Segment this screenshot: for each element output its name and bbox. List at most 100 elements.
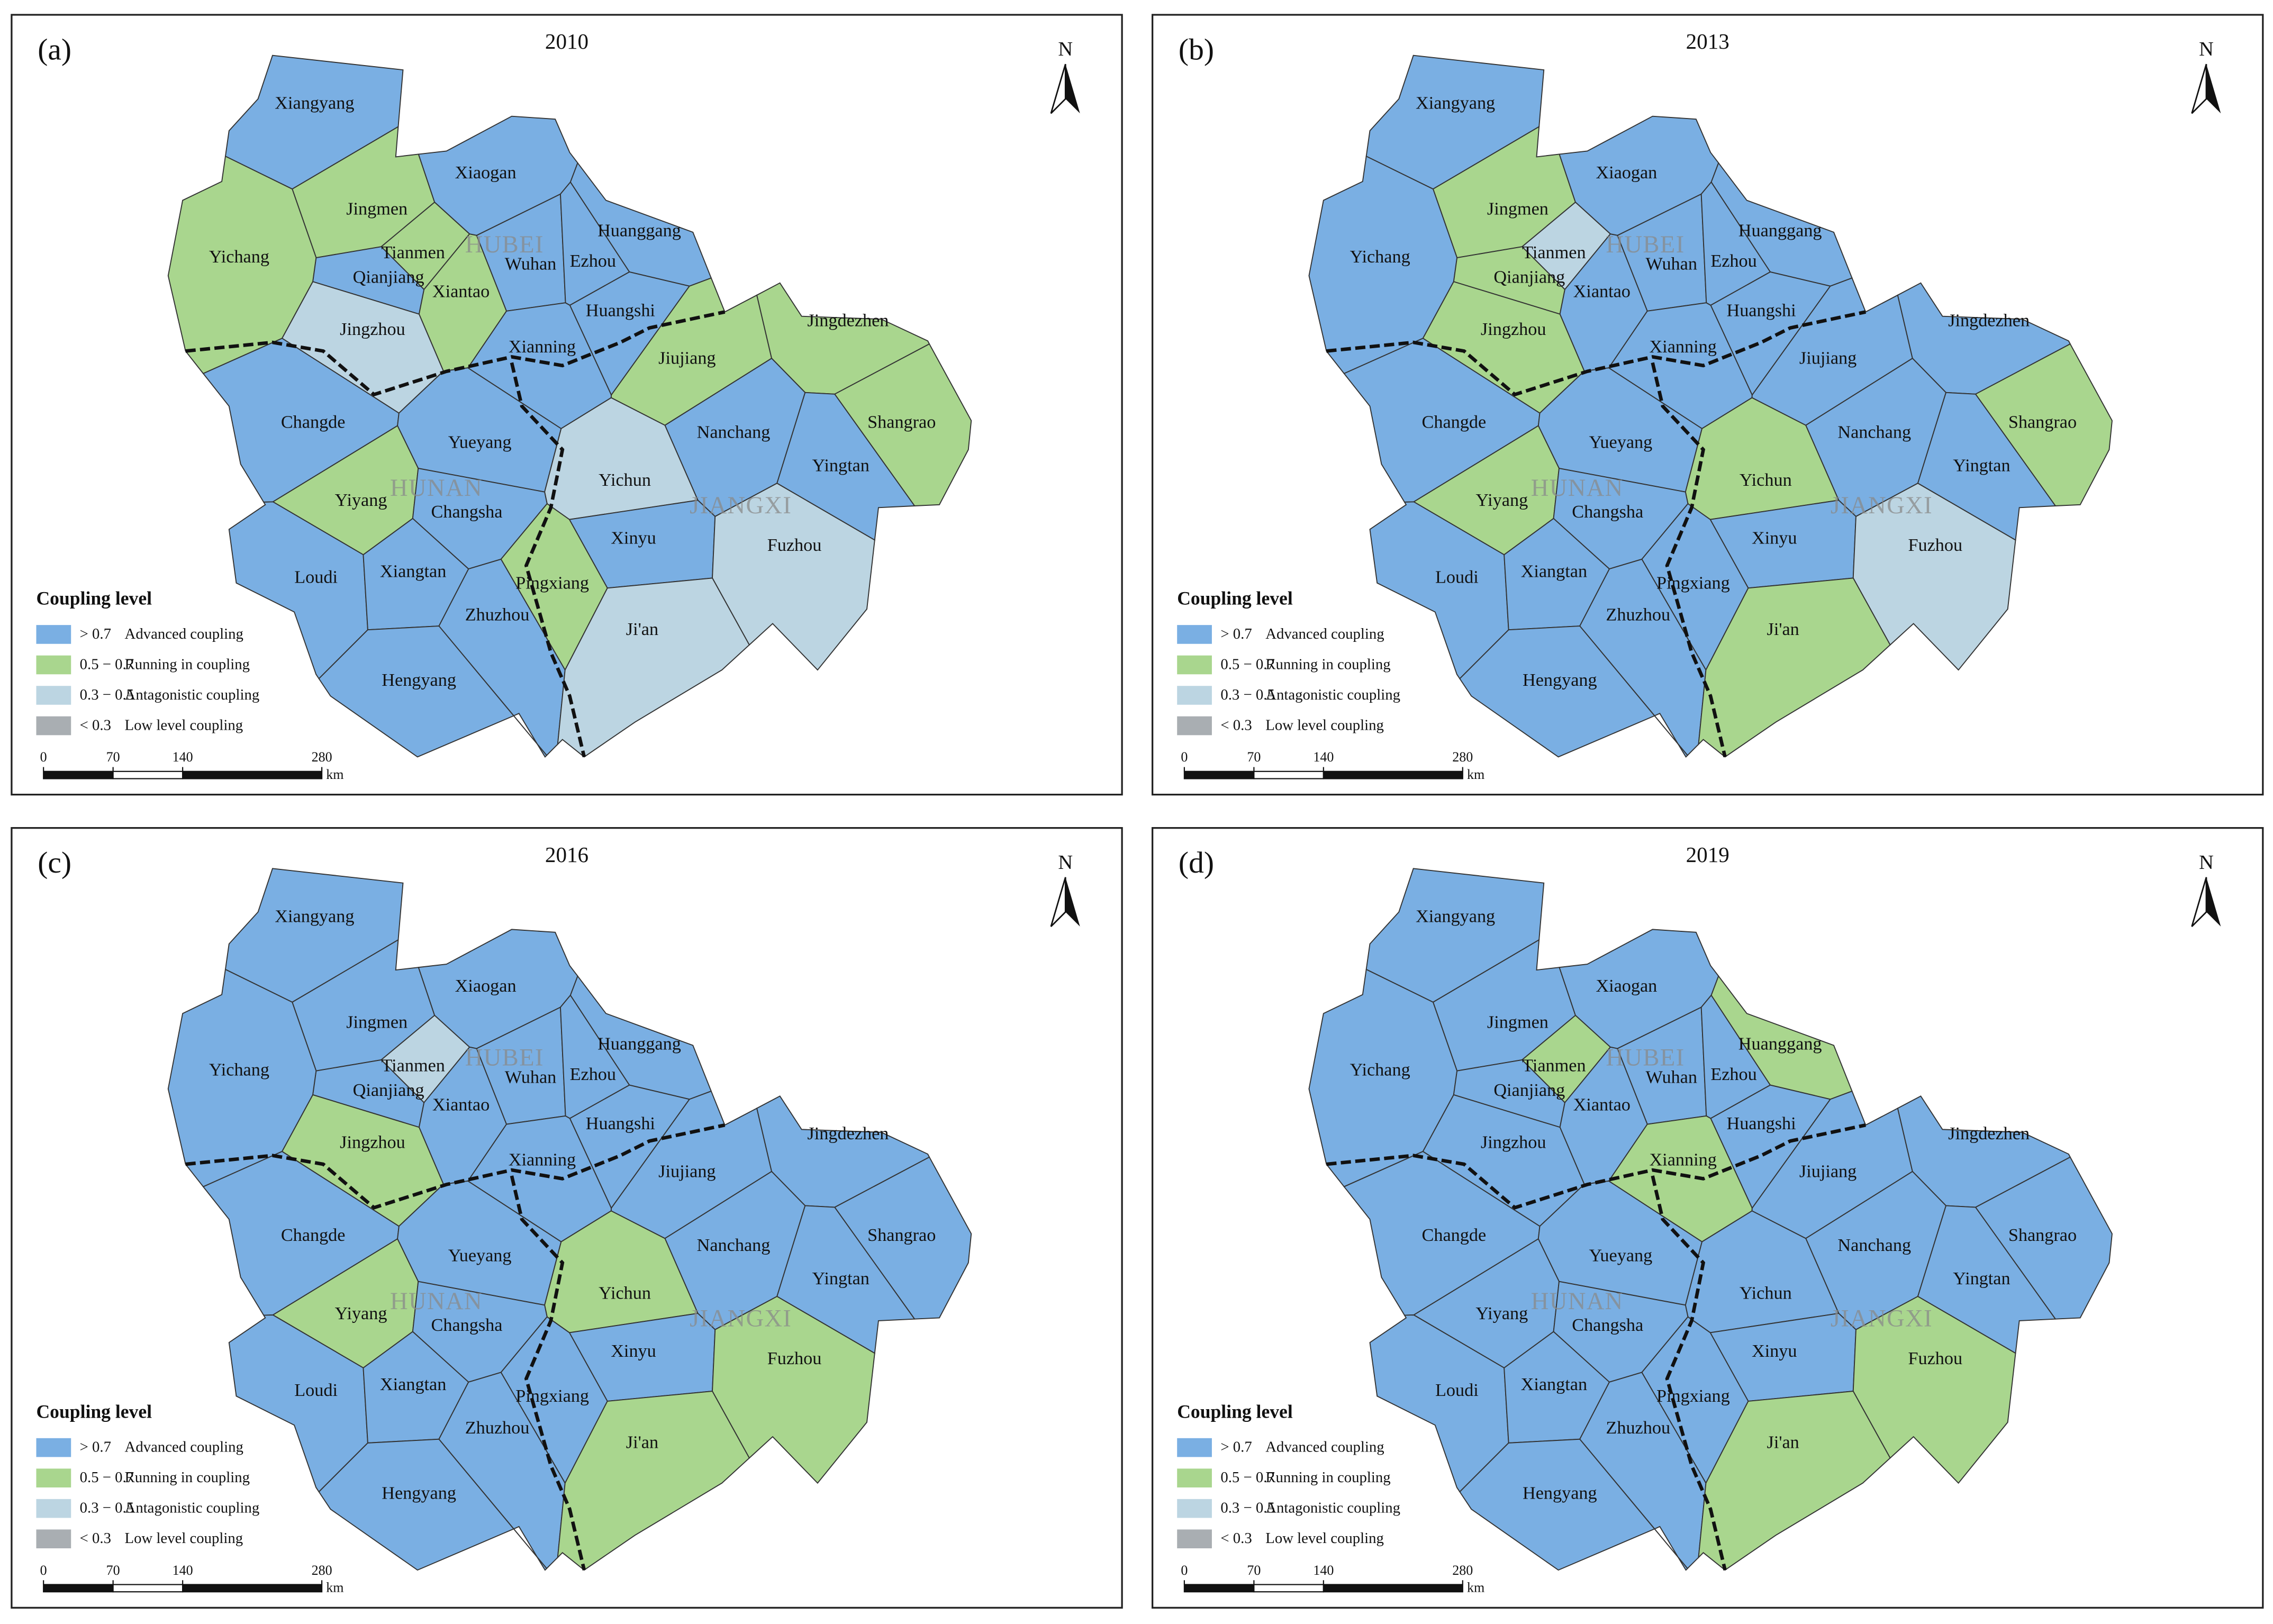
panel-title: 2016 bbox=[545, 842, 588, 867]
city-label: Hengyang bbox=[382, 670, 456, 690]
city-label: Changsha bbox=[1572, 1315, 1643, 1335]
city-label: Yiyang bbox=[1475, 1303, 1528, 1323]
city-label: Jiujiang bbox=[658, 1161, 716, 1181]
legend-swatch bbox=[1177, 1438, 1212, 1457]
scale-segment bbox=[1253, 770, 1324, 779]
legend-label: Advanced coupling bbox=[125, 1439, 243, 1456]
city-label: Fuzhou bbox=[767, 1348, 822, 1368]
city-label: Xiaogan bbox=[455, 976, 517, 996]
province-label: HUNAN bbox=[390, 1288, 483, 1315]
city-label: Huanggang bbox=[1738, 1033, 1822, 1054]
city-label: Tianmen bbox=[381, 242, 445, 262]
city-label: Shangrao bbox=[867, 412, 936, 432]
scale-label: 0 bbox=[1181, 1563, 1188, 1578]
north-label: N bbox=[1058, 38, 1073, 60]
province-border bbox=[1651, 1175, 1727, 1571]
city-label: Jingmen bbox=[1487, 199, 1548, 219]
city-label: Xianning bbox=[1649, 1149, 1716, 1169]
scale-label: 280 bbox=[1452, 749, 1473, 765]
legend-label: Running in coupling bbox=[125, 1469, 250, 1486]
legend-swatch bbox=[1177, 1529, 1212, 1548]
panel-title: 2010 bbox=[545, 29, 588, 53]
legend-swatch bbox=[36, 1468, 71, 1487]
city-region bbox=[318, 625, 548, 758]
legend-label: Low level coupling bbox=[125, 716, 243, 733]
scale-label: 70 bbox=[106, 749, 120, 765]
legend-range: > 0.7 bbox=[80, 1439, 111, 1456]
city-label: Pingxiang bbox=[1656, 573, 1730, 593]
city-label: Ezhou bbox=[570, 251, 616, 271]
scale-label: 70 bbox=[1247, 749, 1261, 765]
city-label: Tianmen bbox=[381, 1055, 445, 1075]
city-label: Jingmen bbox=[1487, 1012, 1548, 1032]
city-label: Yichun bbox=[599, 470, 651, 490]
scale-label: 280 bbox=[312, 749, 332, 765]
city-label: Huangshi bbox=[586, 300, 655, 320]
scale-unit: km bbox=[1467, 767, 1484, 782]
city-label: Xiangyang bbox=[275, 906, 354, 926]
city-label: Ezhou bbox=[1710, 1064, 1756, 1084]
legend-swatch bbox=[1177, 1499, 1212, 1518]
city-label: Yiyang bbox=[1475, 490, 1528, 510]
legend-range: 0.5 − 0.7 bbox=[1220, 656, 1274, 673]
legend-range: 0.3 − 0.5 bbox=[80, 1500, 134, 1517]
city-label: Huangshi bbox=[586, 1113, 655, 1133]
map-panel: HUBEI HUNAN JIANGXI Xiangyang Jingmen Yichang… bbox=[11, 827, 1123, 1609]
city-label: Xianning bbox=[509, 337, 576, 357]
province-label: HUBEI bbox=[465, 1045, 544, 1072]
province-border bbox=[510, 1175, 586, 1571]
city-region bbox=[318, 1438, 548, 1571]
city-label: Changde bbox=[281, 412, 346, 432]
legend-label: Running in coupling bbox=[125, 656, 250, 673]
city-label: Ji'an bbox=[626, 1432, 658, 1453]
city-label: Yingtan bbox=[1953, 455, 2010, 475]
city-label: Fuzhou bbox=[767, 535, 822, 555]
legend-label: Low level coupling bbox=[1265, 1530, 1384, 1547]
legend-swatch bbox=[36, 1438, 71, 1457]
legend-label: Running in coupling bbox=[1265, 656, 1390, 673]
city-label: Ezhou bbox=[570, 1064, 616, 1084]
city-label: Changsha bbox=[431, 502, 503, 522]
legend-swatch bbox=[1177, 686, 1212, 705]
scale-segment bbox=[1253, 1584, 1324, 1593]
city-label: Jingzhou bbox=[340, 319, 405, 339]
legend-range: 0.3 − 0.5 bbox=[80, 686, 134, 703]
city-label: Xiantao bbox=[432, 282, 490, 302]
city-label: Xiantao bbox=[432, 1094, 490, 1114]
city-label: Xiantao bbox=[1573, 1094, 1631, 1114]
north-arrow bbox=[1065, 877, 1080, 927]
legend-swatch bbox=[1177, 1468, 1212, 1487]
scale-segment bbox=[182, 770, 323, 779]
legend-range: > 0.7 bbox=[1220, 1439, 1252, 1456]
city-label: Yiyang bbox=[335, 490, 387, 510]
province-border bbox=[1651, 362, 1727, 758]
legend-label: Antagonistic coupling bbox=[125, 686, 260, 703]
legend-range: < 0.3 bbox=[80, 1530, 111, 1547]
city-region bbox=[557, 1391, 750, 1571]
city-label: Xiangtan bbox=[1521, 1374, 1587, 1394]
legend-label: Advanced coupling bbox=[125, 625, 243, 642]
city-label: Loudi bbox=[1435, 567, 1479, 587]
city-label: Yueyang bbox=[448, 432, 512, 452]
city-label: Xiangyang bbox=[1416, 93, 1495, 113]
city-label: Fuzhou bbox=[1908, 1348, 1962, 1368]
panel-title: 2013 bbox=[1686, 29, 1729, 53]
city-label: Xiantao bbox=[1573, 282, 1631, 302]
city-label: Tianmen bbox=[1522, 1055, 1586, 1075]
city-label: Changde bbox=[281, 1225, 346, 1245]
scale-label: 140 bbox=[173, 1563, 193, 1578]
scale-label: 0 bbox=[40, 1563, 47, 1578]
city-region bbox=[1698, 577, 1891, 758]
city-label: Xiangtan bbox=[380, 1374, 446, 1394]
city-label: Wuhan bbox=[1646, 254, 1697, 274]
city-region bbox=[557, 577, 750, 758]
scale-segment bbox=[43, 1584, 114, 1593]
city-label: Jingzhou bbox=[340, 1132, 405, 1153]
province-label: HUNAN bbox=[1531, 1288, 1624, 1315]
north-label: N bbox=[2199, 38, 2214, 60]
city-label: Ji'an bbox=[626, 619, 658, 639]
city-label: Huangshi bbox=[1726, 300, 1796, 320]
city-region bbox=[1698, 1391, 1891, 1571]
city-label: Xiangyang bbox=[275, 93, 354, 113]
